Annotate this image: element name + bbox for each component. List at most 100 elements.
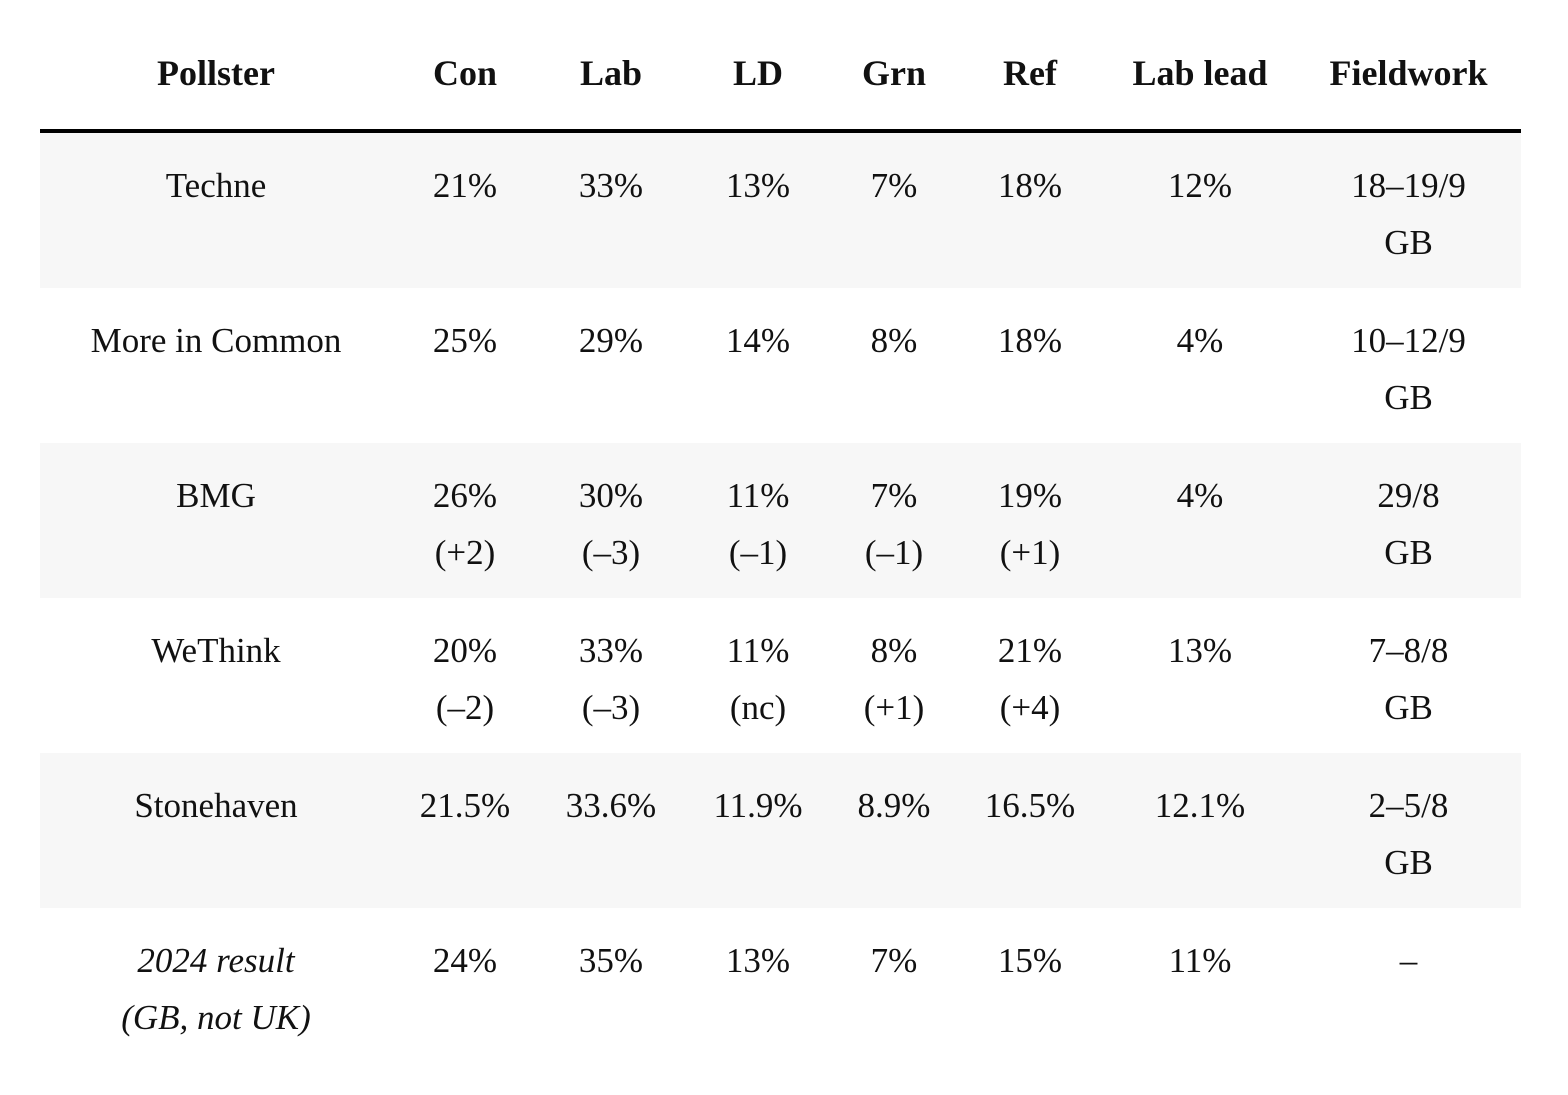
ref-cell: 16.5%	[956, 753, 1104, 834]
con-cell: 21.5%	[392, 753, 538, 834]
lab-lead-value: 11%	[1168, 941, 1232, 980]
ld-cell: 13%	[684, 133, 832, 214]
grn-cell: 7% (–1)	[832, 443, 956, 581]
ref-value: 15%	[997, 941, 1063, 980]
fieldwork-cell: 2–5/8 GB	[1296, 753, 1521, 891]
grn-value: 8.9%	[857, 786, 931, 825]
lab-cell: 35%	[538, 908, 684, 989]
fieldwork-region: GB	[1384, 223, 1433, 262]
column-header-ref: Ref	[1003, 53, 1057, 93]
lab-lead-value: 12.1%	[1154, 786, 1246, 825]
lab-value: 33%	[578, 166, 644, 205]
lab-change: (–3)	[581, 533, 641, 572]
con-cell: 24%	[392, 908, 538, 989]
pollster-name: WeThink	[151, 631, 281, 670]
pollster-cell: BMG	[40, 443, 392, 524]
fieldwork-cell: –	[1296, 908, 1521, 989]
grn-value: 8%	[870, 321, 918, 360]
fieldwork-cell: 10–12/9 GB	[1296, 288, 1521, 426]
fieldwork-cell: 7–8/8 GB	[1296, 598, 1521, 736]
pollster-cell: Techne	[40, 133, 392, 214]
ref-value: 18%	[997, 321, 1063, 360]
ld-value: 11.9%	[713, 786, 803, 825]
ld-value: 11%	[726, 631, 790, 670]
fieldwork-dates: 29/8	[1377, 476, 1440, 515]
column-header-lab-lead: Lab lead	[1132, 53, 1268, 93]
lab-lead-cell: 12%	[1104, 133, 1296, 214]
pollster-name: More in Common	[90, 321, 342, 360]
lab-lead-value: 4%	[1176, 476, 1224, 515]
grn-cell: 8% (+1)	[832, 598, 956, 736]
table-row: 2024 result (GB, not UK) 24% 35% 13% 7% …	[40, 908, 1521, 1078]
ld-cell: 11% (–1)	[684, 443, 832, 581]
fieldwork-region: GB	[1384, 533, 1433, 572]
grn-cell: 8.9%	[832, 753, 956, 834]
table-row: BMG 26% (+2) 30% (–3) 11% (–1) 7% (–1) 1…	[40, 443, 1521, 598]
pollster-cell: More in Common	[40, 288, 392, 369]
ld-change: (–1)	[728, 533, 788, 572]
ld-value: 14%	[725, 321, 791, 360]
fieldwork-dates: 7–8/8	[1368, 631, 1449, 670]
table-row: Techne 21% 33% 13% 7% 18% 12% 18–19/9 GB	[40, 133, 1521, 288]
lab-cell: 33%	[538, 133, 684, 214]
column-header-ld: LD	[732, 53, 783, 93]
pollster-cell: Stonehaven	[40, 753, 392, 834]
pollster-cell: WeThink	[40, 598, 392, 679]
grn-value: 7%	[870, 166, 918, 205]
ld-value: 11%	[726, 476, 790, 515]
fieldwork-dates: 18–19/9	[1351, 166, 1466, 205]
pollster-name: BMG	[176, 476, 256, 515]
ld-change: (nc)	[729, 688, 787, 727]
lab-lead-cell: 11%	[1104, 908, 1296, 989]
column-header-lab: Lab	[579, 53, 643, 93]
con-change: (+2)	[434, 533, 496, 572]
fieldwork-cell: 18–19/9 GB	[1296, 133, 1521, 271]
grn-cell: 7%	[832, 133, 956, 214]
lab-value: 33%	[578, 631, 644, 670]
fieldwork-dates: 2–5/8	[1368, 786, 1449, 825]
con-cell: 25%	[392, 288, 538, 369]
pollster-cell: 2024 result (GB, not UK)	[40, 908, 392, 1046]
con-value: 26%	[432, 476, 498, 515]
lab-cell: 30% (–3)	[538, 443, 684, 581]
lab-cell: 29%	[538, 288, 684, 369]
ref-value: 16.5%	[984, 786, 1076, 825]
fieldwork-region: GB	[1384, 378, 1433, 417]
lab-cell: 33% (–3)	[538, 598, 684, 736]
fieldwork-cell: 29/8 GB	[1296, 443, 1521, 581]
grn-value: 7%	[870, 476, 918, 515]
lab-lead-value: 4%	[1176, 321, 1224, 360]
con-change: (–2)	[435, 688, 495, 727]
lab-cell: 33.6%	[538, 753, 684, 834]
lab-lead-cell: 13%	[1104, 598, 1296, 679]
ref-change: (+4)	[999, 688, 1061, 727]
fieldwork-dates: 10–12/9	[1351, 321, 1466, 360]
con-value: 20%	[432, 631, 498, 670]
con-value: 21%	[432, 166, 498, 205]
lab-lead-cell: 4%	[1104, 288, 1296, 369]
con-cell: 26% (+2)	[392, 443, 538, 581]
column-header-fieldwork: Fieldwork	[1329, 53, 1488, 93]
con-cell: 20% (–2)	[392, 598, 538, 736]
ref-cell: 19% (+1)	[956, 443, 1104, 581]
column-header-pollster: Pollster	[157, 53, 275, 93]
ref-change: (+1)	[999, 533, 1061, 572]
grn-value: 8%	[870, 631, 918, 670]
fieldwork-dates: –	[1399, 941, 1418, 980]
column-header-grn: Grn	[861, 53, 926, 93]
grn-change: (–1)	[864, 533, 924, 572]
ref-cell: 18%	[956, 133, 1104, 214]
lab-change: (–3)	[581, 688, 641, 727]
ld-cell: 11% (nc)	[684, 598, 832, 736]
ld-cell: 14%	[684, 288, 832, 369]
lab-lead-value: 13%	[1167, 631, 1233, 670]
pollster-name: 2024 result	[137, 941, 295, 980]
ref-value: 18%	[997, 166, 1063, 205]
ref-value: 21%	[997, 631, 1063, 670]
grn-value: 7%	[870, 941, 918, 980]
ref-cell: 18%	[956, 288, 1104, 369]
column-header-con: Con	[432, 53, 498, 93]
con-value: 25%	[432, 321, 498, 360]
con-value: 24%	[432, 941, 498, 980]
lab-value: 29%	[578, 321, 644, 360]
